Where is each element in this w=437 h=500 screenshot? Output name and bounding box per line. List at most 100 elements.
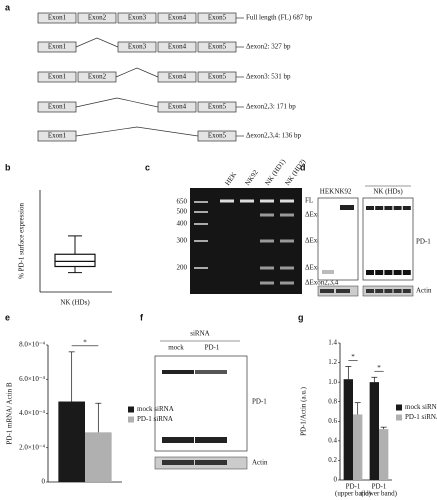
lane-label: PD-1 bbox=[205, 344, 220, 352]
exon-label: Exon1 bbox=[48, 73, 67, 81]
gel-band bbox=[220, 199, 234, 203]
y-tick-label: 0.4 bbox=[328, 436, 337, 444]
exon-label: Exon5 bbox=[208, 14, 227, 22]
gel-band bbox=[280, 199, 294, 203]
exon-label: Exon1 bbox=[48, 43, 67, 51]
blot-band bbox=[402, 206, 411, 210]
ladder-band bbox=[194, 267, 208, 269]
x-tick-label: NK (HDs) bbox=[60, 299, 90, 307]
blot-band bbox=[340, 205, 354, 210]
gel-band bbox=[240, 199, 254, 203]
lane-label: NK92 bbox=[334, 188, 352, 196]
legend-swatch bbox=[396, 414, 402, 421]
isoform-label: Full length (FL) 687 bp bbox=[246, 14, 313, 22]
x-tick-label: PD-1 bbox=[372, 483, 387, 491]
intron bbox=[75, 126, 199, 137]
exon-label: Exon4 bbox=[168, 103, 187, 111]
exon bbox=[157, 41, 197, 53]
isoform-label: Δexon3: 531 bp bbox=[246, 73, 291, 81]
y-axis-label: % PD-1 surface expression bbox=[18, 203, 26, 280]
gel-band bbox=[280, 213, 294, 217]
bar bbox=[343, 379, 353, 480]
protein-label: PD-1 bbox=[416, 238, 431, 246]
legend-label: PD-1 siRNA bbox=[137, 415, 173, 423]
band-label: FL bbox=[305, 197, 313, 205]
lane-label: mock bbox=[168, 344, 184, 352]
blot-band bbox=[402, 270, 411, 275]
exon-label: Exon5 bbox=[208, 132, 227, 140]
y-tick-label: 4.0×10⁻⁴ bbox=[19, 409, 45, 417]
y-tick-label: 2.0×10⁻⁴ bbox=[19, 443, 45, 451]
ladder-label: 500 bbox=[177, 208, 188, 216]
y-tick-label: 0 bbox=[42, 478, 46, 486]
gel-band bbox=[280, 281, 294, 285]
y-tick-label: 1.4 bbox=[328, 339, 337, 347]
exon-label: Exon5 bbox=[208, 103, 227, 111]
bar bbox=[58, 401, 85, 482]
exon bbox=[117, 12, 157, 24]
legend-swatch bbox=[128, 406, 134, 413]
y-tick-label: 1.2 bbox=[328, 358, 337, 366]
significance: * bbox=[83, 338, 87, 346]
legend-swatch bbox=[128, 416, 134, 423]
exon-label: Exon3 bbox=[128, 14, 147, 22]
panel-label: c bbox=[145, 162, 150, 172]
lane-label: NK92 bbox=[243, 168, 260, 187]
blot-band bbox=[366, 206, 374, 210]
exon bbox=[157, 71, 197, 83]
legend-label: mock siRNA bbox=[405, 403, 437, 411]
gel-band bbox=[260, 199, 274, 203]
band-label: ΔExon2,3,4 bbox=[305, 279, 339, 287]
exon-label: Exon4 bbox=[168, 14, 187, 22]
loading-label: Actin bbox=[416, 287, 432, 295]
bar bbox=[379, 429, 389, 480]
bar bbox=[353, 414, 363, 480]
ladder-label: 400 bbox=[177, 220, 188, 228]
legend-label: mock siRNA bbox=[137, 405, 174, 413]
y-tick-label: 1.0 bbox=[328, 378, 337, 386]
exon-label: Exon1 bbox=[48, 132, 67, 140]
exon bbox=[117, 41, 157, 53]
isoform-label: Δexon2,3,4: 136 bp bbox=[246, 132, 302, 140]
protein-label: PD-1 bbox=[252, 398, 267, 406]
isoform-label: Δexon2,3: 171 bp bbox=[246, 103, 296, 111]
exon bbox=[157, 12, 197, 24]
gel-band bbox=[280, 266, 294, 270]
ladder-band bbox=[194, 201, 208, 203]
intron bbox=[75, 97, 159, 108]
panel-label: f bbox=[140, 312, 144, 322]
exon-label: Exon1 bbox=[48, 14, 67, 22]
loading-label: Actin bbox=[252, 459, 268, 467]
y-tick-label: 0.2 bbox=[328, 456, 337, 464]
ladder-band bbox=[194, 223, 208, 225]
panel-label: a bbox=[5, 2, 11, 12]
exon-label: Exon4 bbox=[168, 43, 187, 51]
exon bbox=[77, 12, 117, 24]
intron bbox=[75, 37, 119, 48]
actin-band bbox=[366, 289, 374, 293]
box bbox=[54, 253, 96, 268]
panel-label: g bbox=[298, 312, 304, 322]
lane-label: HEK bbox=[223, 171, 238, 187]
actin-band bbox=[384, 289, 393, 293]
blot bbox=[362, 197, 414, 281]
group-label: NK (HDs) bbox=[373, 188, 403, 196]
gel-band bbox=[260, 281, 274, 285]
blot-band bbox=[322, 270, 334, 274]
y-tick-label: 0.6 bbox=[328, 417, 337, 425]
actin-band bbox=[162, 460, 194, 465]
actin-band bbox=[393, 289, 402, 293]
gel-band bbox=[260, 213, 274, 217]
blot-band bbox=[375, 206, 384, 210]
isoform-label: Δexon2: 327 bp bbox=[246, 43, 291, 51]
ladder-band bbox=[194, 240, 208, 242]
actin-band bbox=[320, 289, 334, 293]
band-label: ΔExon2 bbox=[305, 237, 328, 245]
bar bbox=[369, 382, 379, 480]
blot-band bbox=[195, 370, 227, 374]
blot-band bbox=[162, 437, 194, 443]
y-tick-label: 6.0×10⁻⁴ bbox=[19, 375, 45, 383]
panel-label: e bbox=[5, 312, 10, 322]
exon-label: Exon2 bbox=[88, 73, 107, 81]
legend-swatch bbox=[396, 404, 402, 411]
